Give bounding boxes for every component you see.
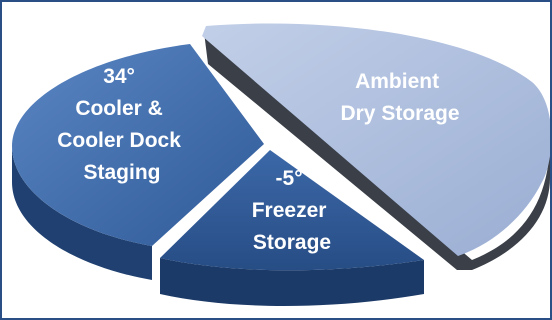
label-freezer-line-1: -5° <box>276 167 303 190</box>
slice-freezer-side <box>160 258 424 306</box>
slice-freezer-storage <box>160 150 424 306</box>
label-freezer-line-3: Storage <box>253 231 331 254</box>
label-ambient: Ambient Dry Storage <box>340 70 459 125</box>
label-cooler-line-2: Cooler & <box>75 97 163 120</box>
slice-cooler-dock-staging <box>12 44 264 280</box>
label-cooler-line-4: Staging <box>84 161 161 184</box>
label-cooler-line-1: 34° <box>103 65 135 88</box>
label-cooler-line-3: Cooler Dock <box>57 129 181 152</box>
slice-ambient-top <box>202 23 550 256</box>
label-ambient-line-1: Ambient <box>355 70 439 93</box>
label-cooler: 34° Cooler & Cooler Dock Staging <box>57 65 187 184</box>
slice-freezer-top <box>160 150 424 271</box>
label-freezer-line-2: Freezer <box>252 199 327 222</box>
label-freezer: -5° Freezer Storage <box>252 167 333 254</box>
slice-ambient-dry-storage <box>202 23 550 270</box>
label-ambient-line-2: Dry Storage <box>340 102 459 125</box>
slice-cooler-side <box>12 146 152 280</box>
slice-cooler-top <box>12 44 264 246</box>
